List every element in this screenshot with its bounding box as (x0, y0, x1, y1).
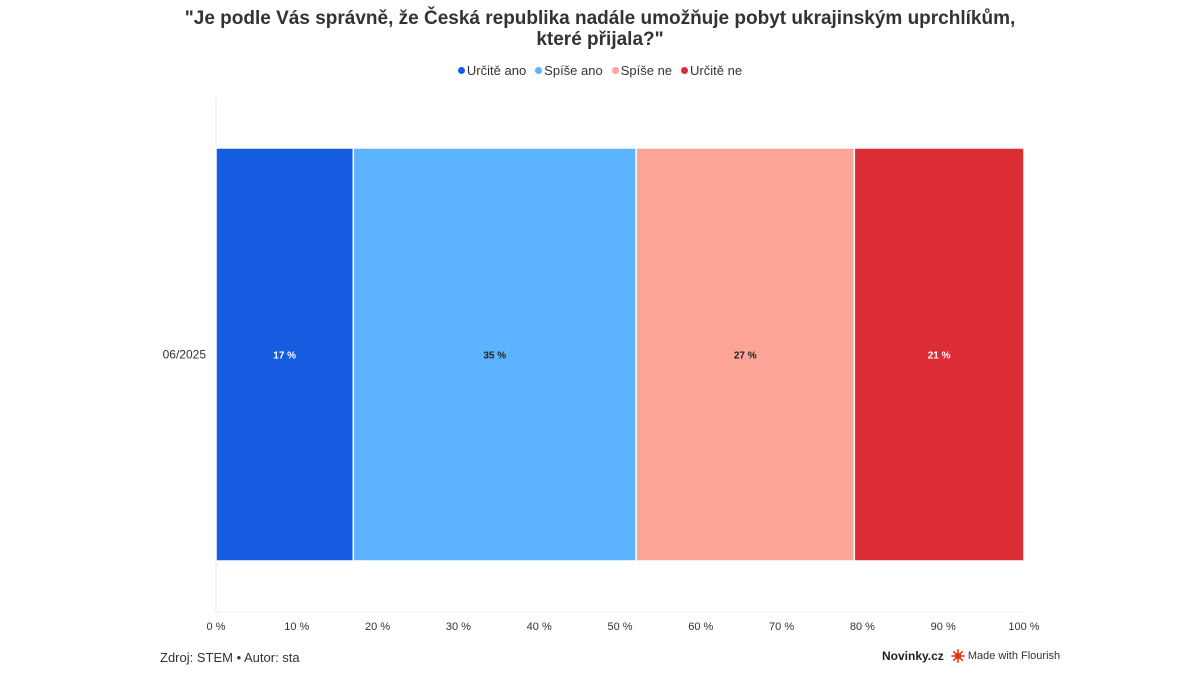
flourish-icon (951, 649, 965, 663)
x-tick-label: 0 % (207, 621, 226, 633)
x-tick-label: 90 % (931, 621, 956, 633)
x-tick-label: 40 % (527, 621, 552, 633)
legend-dot-icon (457, 67, 465, 74)
data-label: 17 % (273, 351, 296, 362)
x-tick-label: 10 % (284, 621, 309, 633)
legend-dot-icon (611, 67, 619, 74)
legend-label: Určitě ne (690, 63, 743, 78)
data-label: 27 % (734, 351, 757, 362)
chart-legend: Určitě ano Spíše ano Spíše ne Určitě ne (0, 63, 1200, 78)
x-tick-label: 100 % (1008, 621, 1039, 633)
x-tick-label: 70 % (769, 621, 794, 633)
bar-segment (853, 147, 1025, 562)
x-tick-label: 80 % (850, 621, 875, 633)
legend-label: Určitě ano (466, 63, 527, 78)
legend-label: Spíše ne (620, 63, 673, 78)
novinky-logo[interactable]: Novinky.cz (882, 649, 944, 663)
source-note: Zdroj: STEM • Autor: sta (160, 650, 300, 665)
data-label: 35 % (483, 351, 506, 362)
legend-item-spise-ne[interactable]: Spíše ne (611, 63, 673, 78)
flourish-credit[interactable]: Made with Flourish (967, 650, 1061, 662)
x-tick-label: 60 % (688, 621, 713, 633)
bar-segment (635, 147, 856, 562)
chart-title: "Je podle Vás správně, že Česká republik… (184, 8, 1016, 50)
bar-segment (352, 147, 637, 562)
data-label: 21 % (928, 351, 951, 362)
legend-item-urcite-ne[interactable]: Určitě ne (681, 63, 742, 78)
footer-branding: Novinky.cz Made with Flourish (882, 649, 1060, 663)
legend-dot-icon (535, 67, 543, 74)
x-tick-label: 30 % (446, 621, 471, 633)
bar-segment (215, 147, 355, 562)
category-label: 06/2025 (163, 348, 207, 362)
x-tick-label: 20 % (365, 621, 390, 633)
legend-dot-icon (681, 67, 689, 74)
legend-item-urcite-ano[interactable]: Určitě ano (457, 63, 527, 78)
legend-item-spise-ano[interactable]: Spíše ano (535, 63, 603, 78)
legend-label: Spíše ano (544, 63, 603, 78)
x-tick-label: 50 % (607, 621, 632, 633)
